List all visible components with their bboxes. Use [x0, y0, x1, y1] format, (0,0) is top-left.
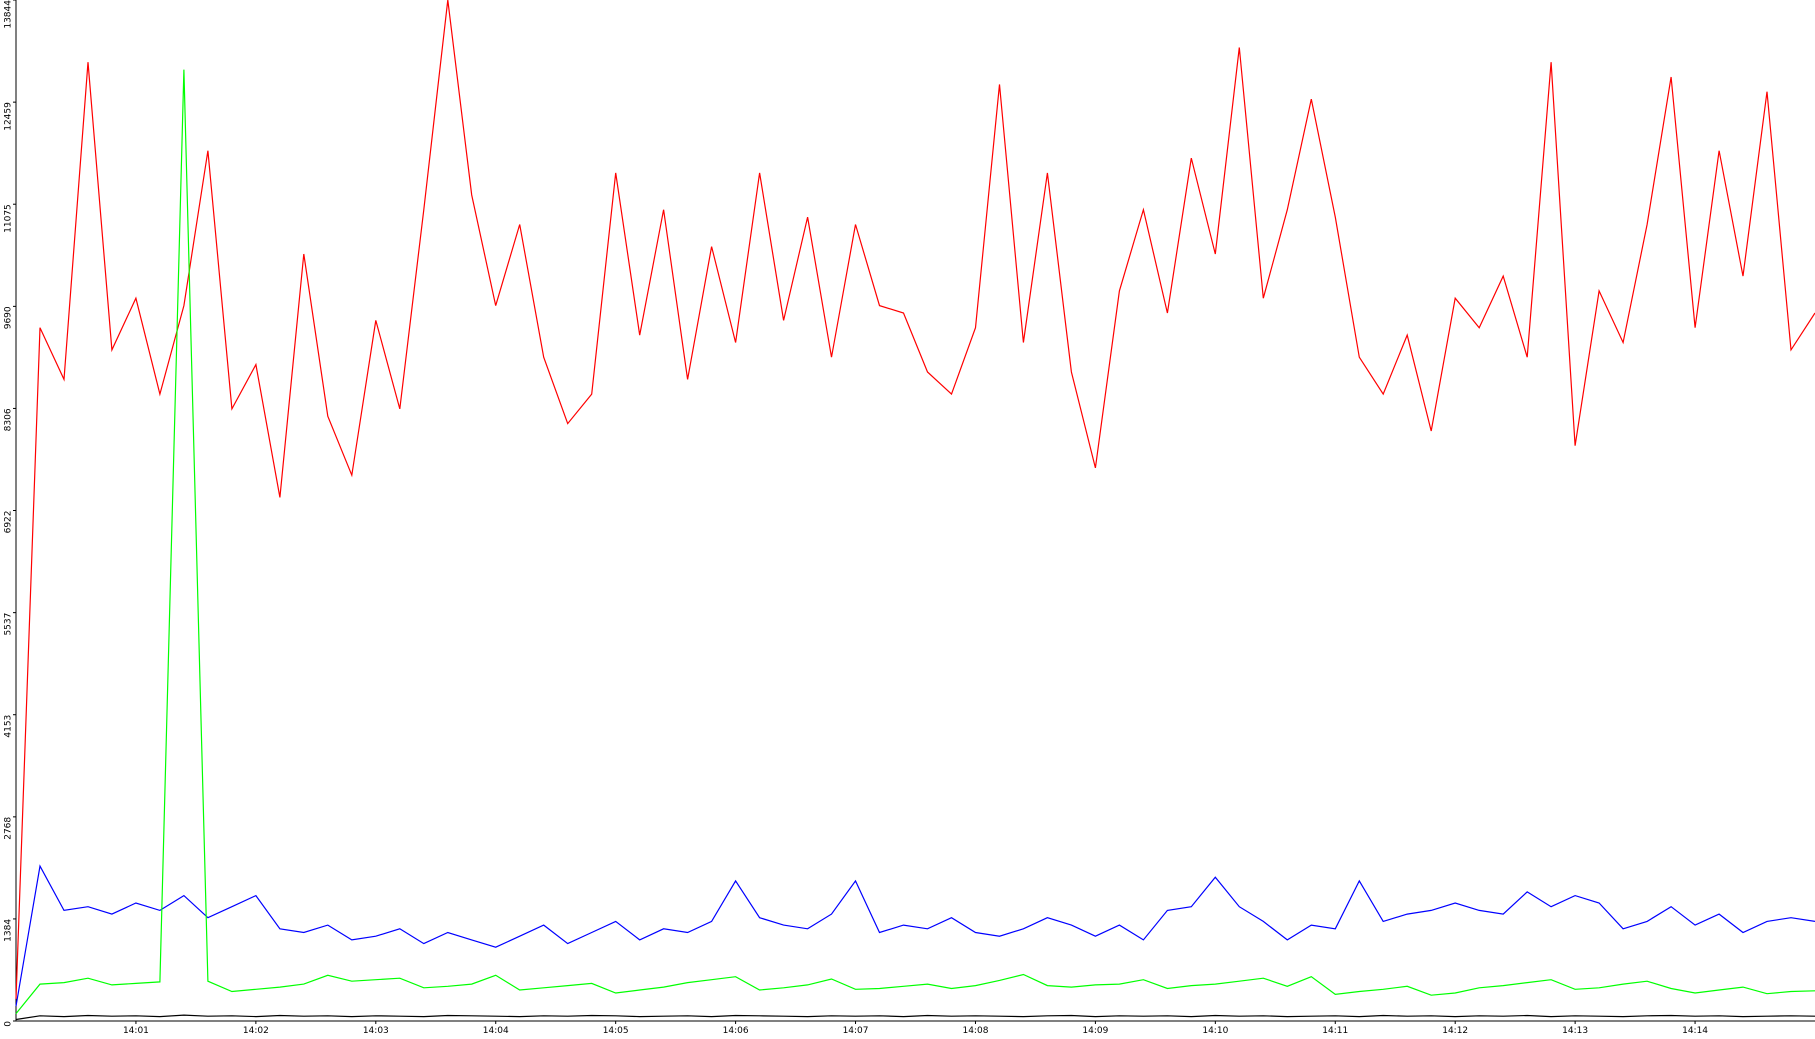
x-tick-label: 14:13 [1562, 1026, 1588, 1036]
y-tick-label: 11075 [4, 204, 14, 233]
x-tick-label: 14:01 [123, 1026, 149, 1036]
series-line [15, 0, 1815, 999]
x-tick-label: 14:07 [843, 1026, 869, 1036]
series-line [15, 864, 1815, 1007]
y-tick-label: 13844 [4, 0, 14, 29]
series-line [15, 69, 1815, 1014]
x-tick-label: 14:14 [1682, 1026, 1708, 1036]
x-tick-label: 14:04 [483, 1026, 509, 1036]
y-tick-label: 5537 [4, 613, 14, 636]
x-tick-label: 14:02 [243, 1026, 269, 1036]
x-tick-label: 14:08 [962, 1026, 988, 1036]
y-tick-label: 6922 [4, 511, 14, 534]
y-tick-label: 1384 [4, 919, 14, 942]
x-tick-label: 14:06 [723, 1026, 749, 1036]
series-line [15, 1014, 1815, 1021]
y-tick-label: 12459 [4, 102, 14, 131]
y-tick-label: 4153 [4, 715, 14, 738]
x-tick-label: 14:12 [1442, 1026, 1468, 1036]
x-tick-label: 14:05 [603, 1026, 629, 1036]
x-tick-label: 14:10 [1202, 1026, 1228, 1036]
y-tick-label: 2768 [4, 817, 14, 840]
y-tick-label: 0 [4, 1021, 14, 1027]
x-tick-label: 14:11 [1322, 1026, 1348, 1036]
x-tick-label: 14:09 [1082, 1026, 1108, 1036]
y-tick-label: 8306 [4, 408, 14, 431]
x-tick-label: 14:03 [363, 1026, 389, 1036]
y-tick-label: 9690 [4, 306, 14, 329]
